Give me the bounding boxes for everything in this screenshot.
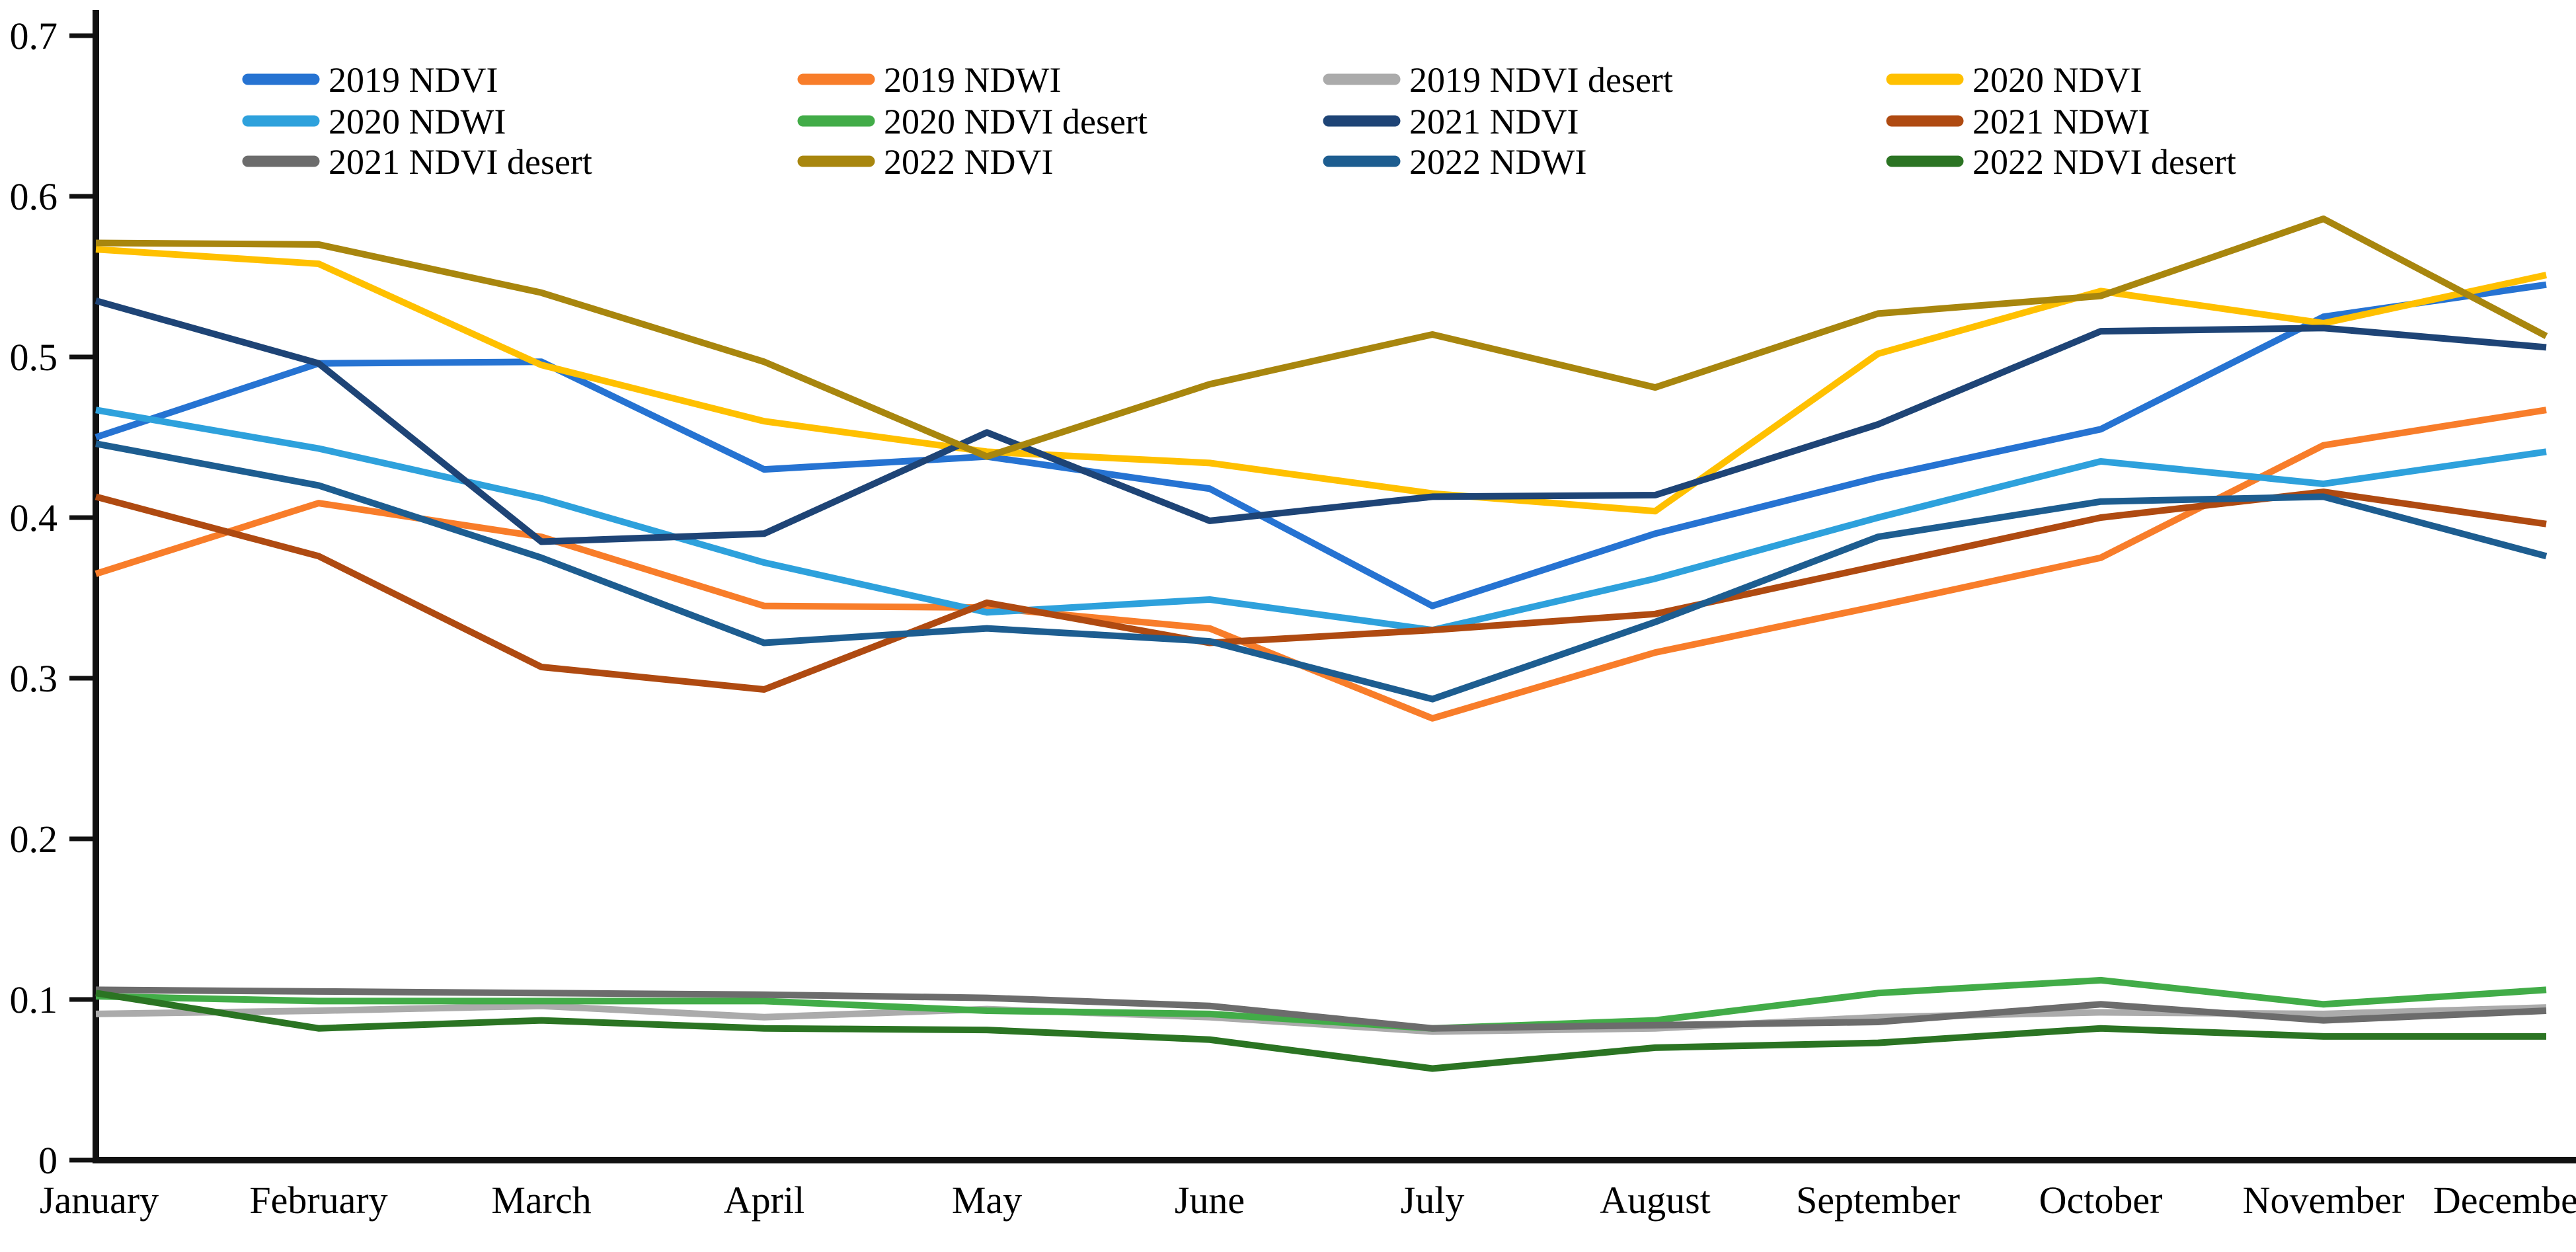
legend-label-2021-NDWI: 2021 NDWI — [1972, 102, 2150, 141]
series-line-2020-NDWI — [95, 407, 2547, 634]
legend-label-2021-NDVI-desert: 2021 NDVI desert — [329, 142, 592, 182]
x-category-label: October — [2039, 1179, 2163, 1222]
x-category-label: August — [1600, 1179, 1711, 1222]
legend-label-2021-NDVI: 2021 NDVI — [1409, 102, 1579, 141]
legend-label-2022-NDVI-desert: 2022 NDVI desert — [1972, 142, 2236, 182]
x-category-label: September — [1796, 1179, 1960, 1222]
legend-label-2020-NDVI: 2020 NDVI — [1972, 60, 2142, 100]
y-tick-label: 0.4 — [10, 496, 58, 539]
series-line-2021-NDVI — [95, 297, 2547, 545]
y-tick-label: 0.5 — [10, 336, 58, 379]
legend-label-2019-NDVI: 2019 NDVI — [329, 60, 498, 100]
series-line-2021-NDWI — [95, 489, 2547, 693]
series-line-2021-NDVI-desert — [95, 986, 2547, 1032]
series-line-2020-NDVI — [95, 246, 2548, 515]
legend-label-2020-NDVI-desert: 2020 NDVI desert — [884, 102, 1148, 141]
x-category-label: November — [2243, 1179, 2405, 1222]
legend-label-2019-NDWI: 2019 NDWI — [884, 60, 1061, 100]
x-category-label: July — [1401, 1179, 1465, 1222]
y-tick-label: 0.6 — [10, 175, 58, 218]
x-category-label: April — [724, 1179, 804, 1222]
series-line-2020-NDVI-desert — [95, 976, 2547, 1032]
series-line-2022-NDWI — [95, 440, 2548, 703]
legend-label-2022-NDVI: 2022 NDVI — [884, 142, 1053, 182]
x-category-label: March — [491, 1179, 591, 1222]
legend-label-2022-NDWI: 2022 NDWI — [1409, 142, 1586, 182]
series-line-2022-NDVI — [95, 215, 2548, 460]
x-category-label: June — [1175, 1179, 1245, 1222]
y-tick-label: 0.1 — [10, 978, 58, 1021]
series-line-2022-NDVI-desert — [95, 990, 2546, 1072]
y-tick-label: 0 — [38, 1139, 58, 1182]
x-category-label: February — [249, 1179, 387, 1222]
x-category-label: May — [952, 1179, 1022, 1222]
legend-label-2020-NDWI: 2020 NDWI — [329, 102, 506, 141]
y-tick-label: 0.2 — [10, 818, 58, 861]
y-tick-label: 0.7 — [10, 15, 58, 58]
series-line-2019-NDVI — [95, 281, 2547, 609]
x-category-label: December — [2433, 1179, 2576, 1222]
x-category-label: January — [40, 1179, 159, 1222]
legend-label-2019-NDVI-desert: 2019 NDVI desert — [1409, 60, 1673, 100]
y-tick-label: 0.3 — [10, 657, 58, 700]
